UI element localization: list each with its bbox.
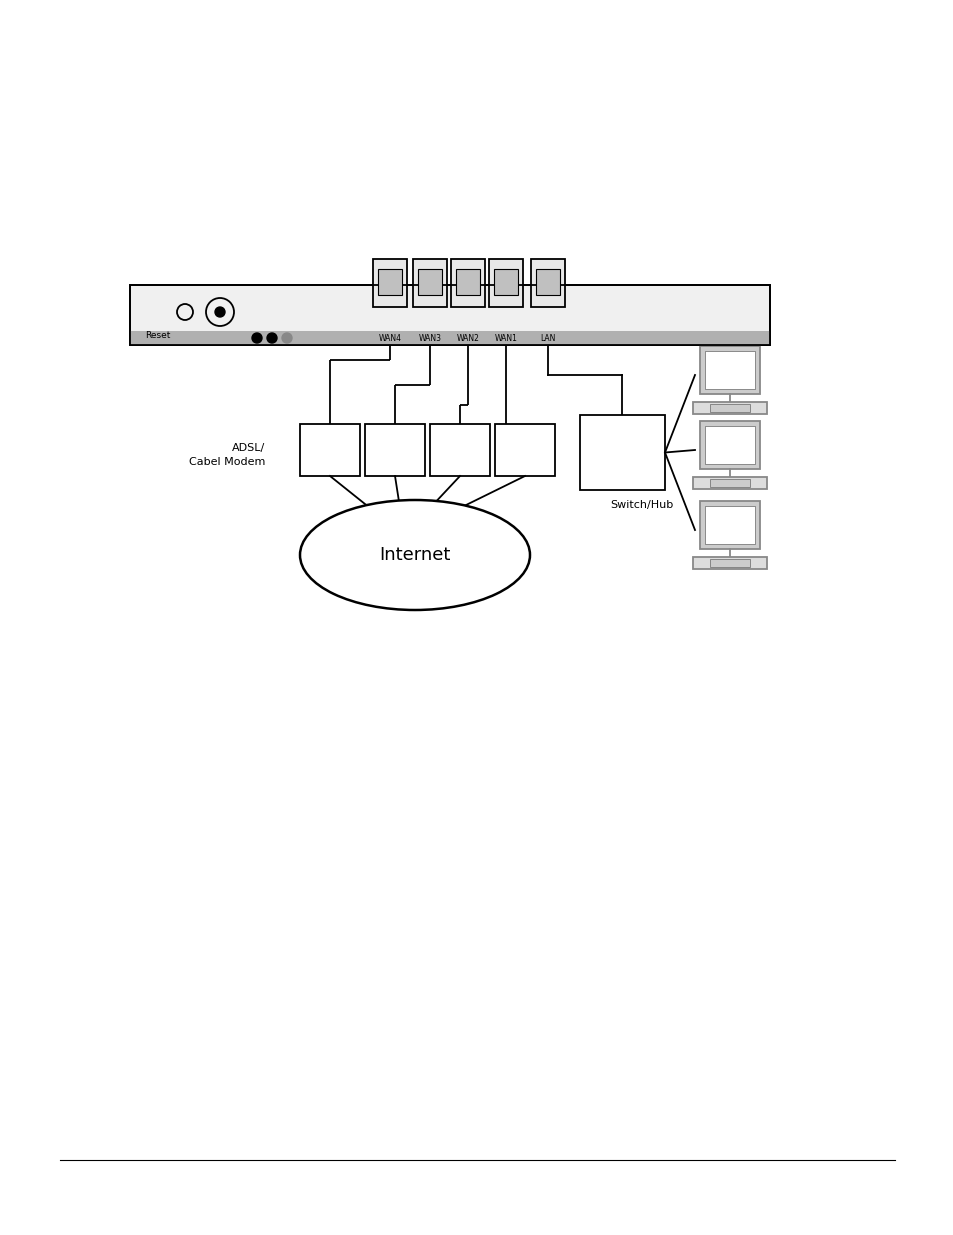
Text: WAN2: WAN2 xyxy=(456,333,479,343)
Circle shape xyxy=(214,308,225,317)
FancyBboxPatch shape xyxy=(700,501,760,550)
Text: WAN1: WAN1 xyxy=(494,333,517,343)
FancyBboxPatch shape xyxy=(413,259,447,308)
FancyBboxPatch shape xyxy=(579,415,664,490)
FancyBboxPatch shape xyxy=(430,424,490,475)
FancyBboxPatch shape xyxy=(494,268,517,295)
FancyBboxPatch shape xyxy=(536,268,559,295)
Text: Switch/Hub: Switch/Hub xyxy=(609,500,673,510)
FancyBboxPatch shape xyxy=(692,557,766,569)
FancyBboxPatch shape xyxy=(692,477,766,489)
Text: LAN: LAN xyxy=(539,333,555,343)
FancyBboxPatch shape xyxy=(377,268,402,295)
Circle shape xyxy=(282,333,292,343)
Ellipse shape xyxy=(299,500,530,610)
FancyBboxPatch shape xyxy=(709,559,750,567)
FancyBboxPatch shape xyxy=(709,479,750,487)
FancyBboxPatch shape xyxy=(692,403,766,414)
Text: WAN3: WAN3 xyxy=(418,333,441,343)
FancyBboxPatch shape xyxy=(709,404,750,411)
FancyBboxPatch shape xyxy=(704,351,754,389)
Text: Internet: Internet xyxy=(379,546,450,564)
Circle shape xyxy=(267,333,276,343)
FancyBboxPatch shape xyxy=(130,285,769,345)
Circle shape xyxy=(252,333,262,343)
FancyBboxPatch shape xyxy=(130,331,769,345)
FancyBboxPatch shape xyxy=(489,259,522,308)
FancyBboxPatch shape xyxy=(417,268,442,295)
FancyBboxPatch shape xyxy=(495,424,555,475)
FancyBboxPatch shape xyxy=(365,424,424,475)
FancyBboxPatch shape xyxy=(531,259,564,308)
Text: Reset: Reset xyxy=(145,331,171,340)
FancyBboxPatch shape xyxy=(299,424,359,475)
FancyBboxPatch shape xyxy=(451,259,484,308)
FancyBboxPatch shape xyxy=(700,346,760,394)
FancyBboxPatch shape xyxy=(704,506,754,543)
Text: WAN4: WAN4 xyxy=(378,333,401,343)
FancyBboxPatch shape xyxy=(704,426,754,464)
FancyBboxPatch shape xyxy=(456,268,479,295)
FancyBboxPatch shape xyxy=(700,421,760,469)
FancyBboxPatch shape xyxy=(373,259,407,308)
Text: ADSL/
Cabel Modem: ADSL/ Cabel Modem xyxy=(189,443,265,467)
